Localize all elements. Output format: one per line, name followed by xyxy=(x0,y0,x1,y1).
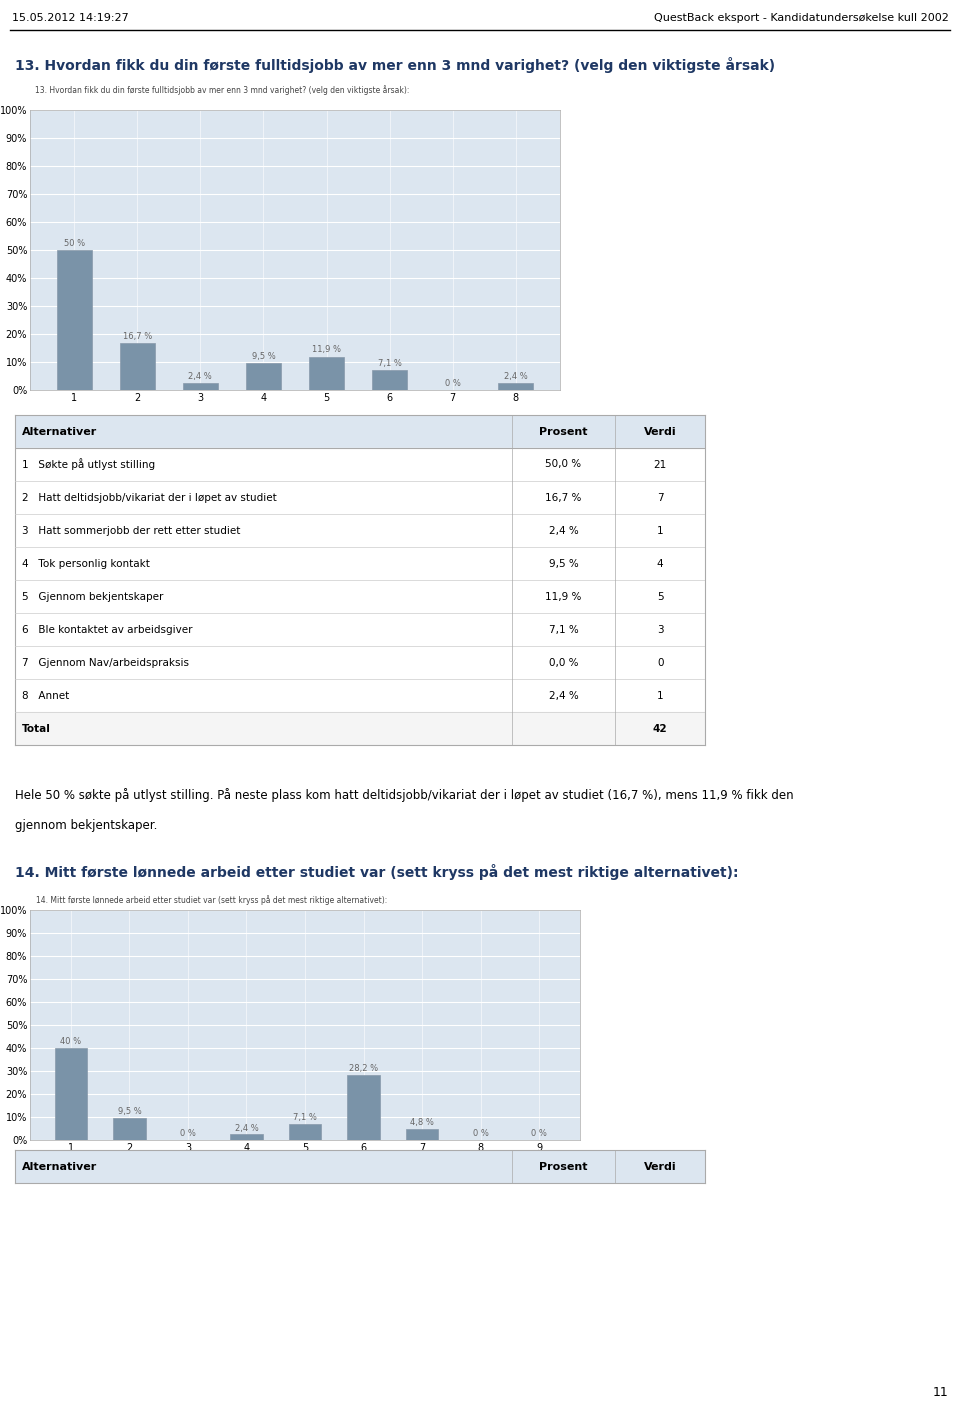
Text: 16,7 %: 16,7 % xyxy=(123,332,152,341)
Text: Prosent: Prosent xyxy=(540,1162,588,1171)
Text: 50 %: 50 % xyxy=(63,239,84,248)
Text: 0 %: 0 % xyxy=(444,379,461,387)
Bar xyxy=(246,363,281,390)
Text: Prosent: Prosent xyxy=(540,427,588,436)
Text: 11,9 %: 11,9 % xyxy=(545,591,582,601)
Text: 0 %: 0 % xyxy=(531,1129,547,1138)
Text: 14. Mitt første lønnede arbeid etter studiet var (sett kryss på det mest riktige: 14. Mitt første lønnede arbeid etter stu… xyxy=(15,865,738,880)
Text: 0 %: 0 % xyxy=(472,1129,489,1138)
Text: 15.05.2012 14:19:27: 15.05.2012 14:19:27 xyxy=(12,13,129,23)
Text: 0: 0 xyxy=(657,658,663,667)
Bar xyxy=(15,448,705,482)
Text: 6   Ble kontaktet av arbeidsgiver: 6 Ble kontaktet av arbeidsgiver xyxy=(22,625,192,635)
Text: 2   Hatt deltidsjobb/vikariat der i løpet av studiet: 2 Hatt deltidsjobb/vikariat der i løpet … xyxy=(22,493,276,503)
Bar xyxy=(120,344,155,390)
Bar xyxy=(15,646,705,679)
Text: 1: 1 xyxy=(657,525,663,535)
Bar xyxy=(406,1129,438,1140)
Text: 9,5 %: 9,5 % xyxy=(117,1107,141,1117)
Text: 8   Annet: 8 Annet xyxy=(22,690,69,701)
Text: 1: 1 xyxy=(657,690,663,701)
Text: 13. Hvordan fikk du din første fulltidsjobb av mer enn 3 mnd varighet? (velg den: 13. Hvordan fikk du din første fulltidsj… xyxy=(36,84,410,94)
Bar xyxy=(348,1076,379,1140)
Text: 50,0 %: 50,0 % xyxy=(545,459,582,469)
Text: 3: 3 xyxy=(657,625,663,635)
Text: 7: 7 xyxy=(657,493,663,503)
Text: Total: Total xyxy=(22,724,51,734)
Text: 11,9 %: 11,9 % xyxy=(312,345,341,355)
Text: 1   Søkte på utlyst stilling: 1 Søkte på utlyst stilling xyxy=(22,459,155,470)
Bar xyxy=(498,383,533,390)
Text: 2,4 %: 2,4 % xyxy=(188,372,212,382)
Text: 7   Gjennom Nav/arbeidspraksis: 7 Gjennom Nav/arbeidspraksis xyxy=(22,658,189,667)
Text: QuestBack eksport - Kandidatundersøkelse kull 2002: QuestBack eksport - Kandidatundersøkelse… xyxy=(654,13,948,23)
Text: 2,4 %: 2,4 % xyxy=(549,690,579,701)
Bar xyxy=(113,1118,146,1140)
Text: 11: 11 xyxy=(933,1387,948,1400)
Text: 28,2 %: 28,2 % xyxy=(348,1064,378,1073)
Bar xyxy=(15,712,705,745)
Text: 13. Hvordan fikk du din første fulltidsjobb av mer enn 3 mnd varighet? (velg den: 13. Hvordan fikk du din første fulltidsj… xyxy=(15,56,775,73)
Text: 9,5 %: 9,5 % xyxy=(252,352,276,362)
Text: Verdi: Verdi xyxy=(644,1162,677,1171)
Bar xyxy=(15,679,705,712)
Bar xyxy=(15,612,705,646)
Bar xyxy=(15,482,705,514)
Text: Hele 50 % søkte på utlyst stilling. På neste plass kom hatt deltidsjobb/vikariat: Hele 50 % søkte på utlyst stilling. På n… xyxy=(15,788,794,803)
Text: 4: 4 xyxy=(657,559,663,569)
Text: gjennom bekjentskaper.: gjennom bekjentskaper. xyxy=(15,818,157,832)
Text: 40 %: 40 % xyxy=(60,1038,82,1046)
Text: 5   Gjennom bekjentskaper: 5 Gjennom bekjentskaper xyxy=(22,591,163,601)
Bar xyxy=(230,1135,263,1140)
Text: 9,5 %: 9,5 % xyxy=(549,559,579,569)
Text: 0 %: 0 % xyxy=(180,1129,196,1138)
Text: 0,0 %: 0,0 % xyxy=(549,658,578,667)
Text: 7,1 %: 7,1 % xyxy=(377,359,401,367)
Text: 4,8 %: 4,8 % xyxy=(410,1118,434,1128)
Text: Verdi: Verdi xyxy=(644,427,677,436)
Text: 2,4 %: 2,4 % xyxy=(504,372,528,382)
Text: Alternativer: Alternativer xyxy=(22,1162,97,1171)
Text: 3   Hatt sommerjobb der rett etter studiet: 3 Hatt sommerjobb der rett etter studiet xyxy=(22,525,240,535)
Bar xyxy=(289,1124,321,1140)
Text: 2,4 %: 2,4 % xyxy=(549,525,579,535)
Text: 21: 21 xyxy=(654,459,667,469)
Text: 7,1 %: 7,1 % xyxy=(549,625,579,635)
Bar xyxy=(55,1048,87,1140)
Text: 4   Tok personlig kontakt: 4 Tok personlig kontakt xyxy=(22,559,150,569)
Bar xyxy=(15,514,705,546)
Bar xyxy=(372,370,407,390)
Bar xyxy=(183,383,218,390)
Bar xyxy=(15,415,705,448)
Bar xyxy=(57,251,91,390)
Text: 2,4 %: 2,4 % xyxy=(234,1124,258,1132)
Text: 16,7 %: 16,7 % xyxy=(545,493,582,503)
Text: Alternativer: Alternativer xyxy=(22,427,97,436)
Bar xyxy=(15,546,705,580)
Bar xyxy=(15,580,705,612)
Text: 14. Mitt første lønnede arbeid etter studiet var (sett kryss på det mest riktige: 14. Mitt første lønnede arbeid etter stu… xyxy=(36,894,387,904)
Bar xyxy=(309,356,344,390)
Text: 7,1 %: 7,1 % xyxy=(293,1112,317,1122)
Text: 42: 42 xyxy=(653,724,667,734)
Text: 5: 5 xyxy=(657,591,663,601)
